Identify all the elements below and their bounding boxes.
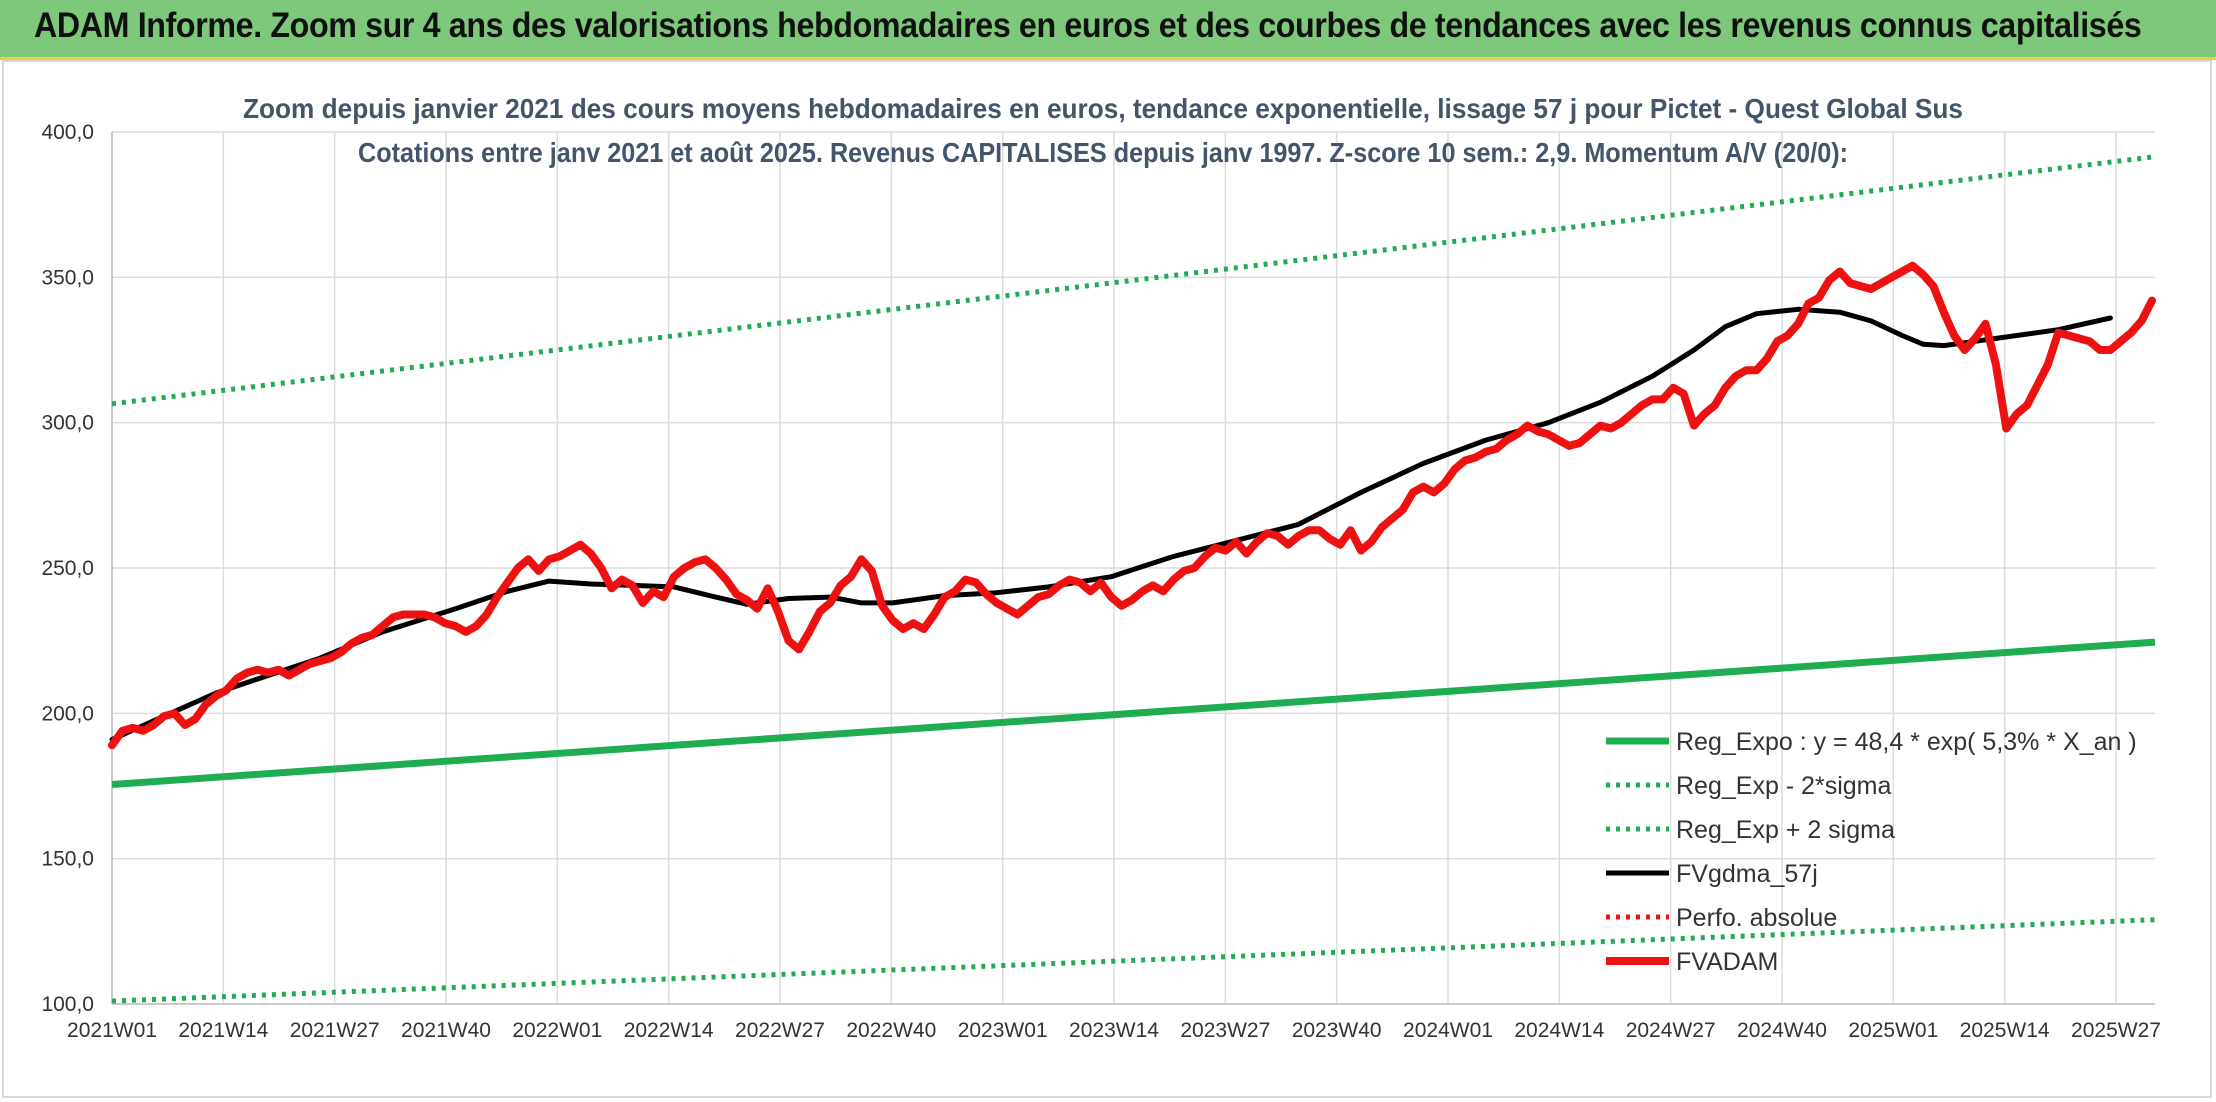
- legend-label: Reg_Expo : y = 48,4 * exp( 5,3% * X_an ): [1676, 728, 2137, 756]
- x-tick-label: 2021W40: [401, 1019, 491, 1042]
- legend-label: Reg_Exp + 2 sigma: [1676, 816, 1895, 844]
- x-tick-label: 2024W27: [1626, 1019, 1716, 1042]
- x-tick-label: 2024W14: [1514, 1019, 1604, 1042]
- series-line-reg-exp-2-sigma: [111, 917, 2156, 1004]
- legend-label: FVgdma_57j: [1676, 860, 1818, 888]
- chart-grid: [111, 131, 2155, 1005]
- series-line-reg-expo-y-48-4-exp-5-3-x-an: [111, 638, 2156, 788]
- y-axis-ticks: 100,0 150,0 200,0 250,0 300,0 350,0 400,0: [41, 121, 94, 1016]
- x-tick-label: 2023W14: [1069, 1019, 1159, 1042]
- series-line-reg-exp-2-sigma: [111, 154, 2156, 407]
- y-tick-label: 150,0: [41, 848, 94, 871]
- y-tick-label: 400,0: [41, 121, 94, 144]
- x-tick-label: 2024W01: [1403, 1019, 1493, 1042]
- chart-subtitle: Cotations entre janv 2021 et août 2025. …: [358, 137, 1848, 168]
- x-tick-label: 2021W27: [290, 1019, 380, 1042]
- legend-label: Reg_Exp - 2*sigma: [1676, 772, 1891, 800]
- chart-legend: Reg_Expo : y = 48,4 * exp( 5,3% * X_an )…: [1606, 728, 2137, 976]
- x-tick-label: 2023W27: [1180, 1019, 1270, 1042]
- y-tick-label: 300,0: [41, 412, 94, 435]
- x-tick-label: 2022W27: [735, 1019, 825, 1042]
- report-title: ADAM Informe. Zoom sur 4 ans des valoris…: [34, 6, 2142, 45]
- report-header: ADAM Informe. Zoom sur 4 ans des valoris…: [0, 0, 2216, 60]
- x-tick-label: 2022W01: [512, 1019, 602, 1042]
- x-tick-label: 2023W01: [958, 1019, 1048, 1042]
- x-tick-label: 2023W40: [1292, 1019, 1382, 1042]
- series-line-fvgdma-57j: [109, 306, 2113, 742]
- x-tick-label: 2021W01: [67, 1019, 157, 1042]
- chart-series: [108, 154, 2156, 1004]
- chart-title: Zoom depuis janvier 2021 des cours moyen…: [243, 93, 1963, 124]
- legend-label: FVADAM: [1676, 948, 1778, 976]
- legend-label: Perfo. absolue: [1676, 904, 1837, 932]
- series-line-fvadam: [108, 261, 2156, 750]
- x-tick-label: 2025W14: [1960, 1019, 2050, 1042]
- x-tick-label: 2022W40: [846, 1019, 936, 1042]
- y-tick-label: 200,0: [41, 702, 94, 725]
- x-tick-label: 2021W14: [178, 1019, 268, 1042]
- y-tick-label: 350,0: [41, 266, 94, 289]
- x-axis-ticks: 2021W01 2021W14 2021W27 2021W40 2022W01 2022W…: [67, 1019, 2161, 1042]
- x-tick-label: 2025W27: [2071, 1019, 2161, 1042]
- x-tick-label: 2025W01: [1848, 1019, 1938, 1042]
- y-tick-label: 250,0: [41, 557, 94, 580]
- x-tick-label: 2024W40: [1737, 1019, 1827, 1042]
- y-tick-label: 100,0: [41, 993, 94, 1016]
- x-tick-label: 2022W14: [624, 1019, 714, 1042]
